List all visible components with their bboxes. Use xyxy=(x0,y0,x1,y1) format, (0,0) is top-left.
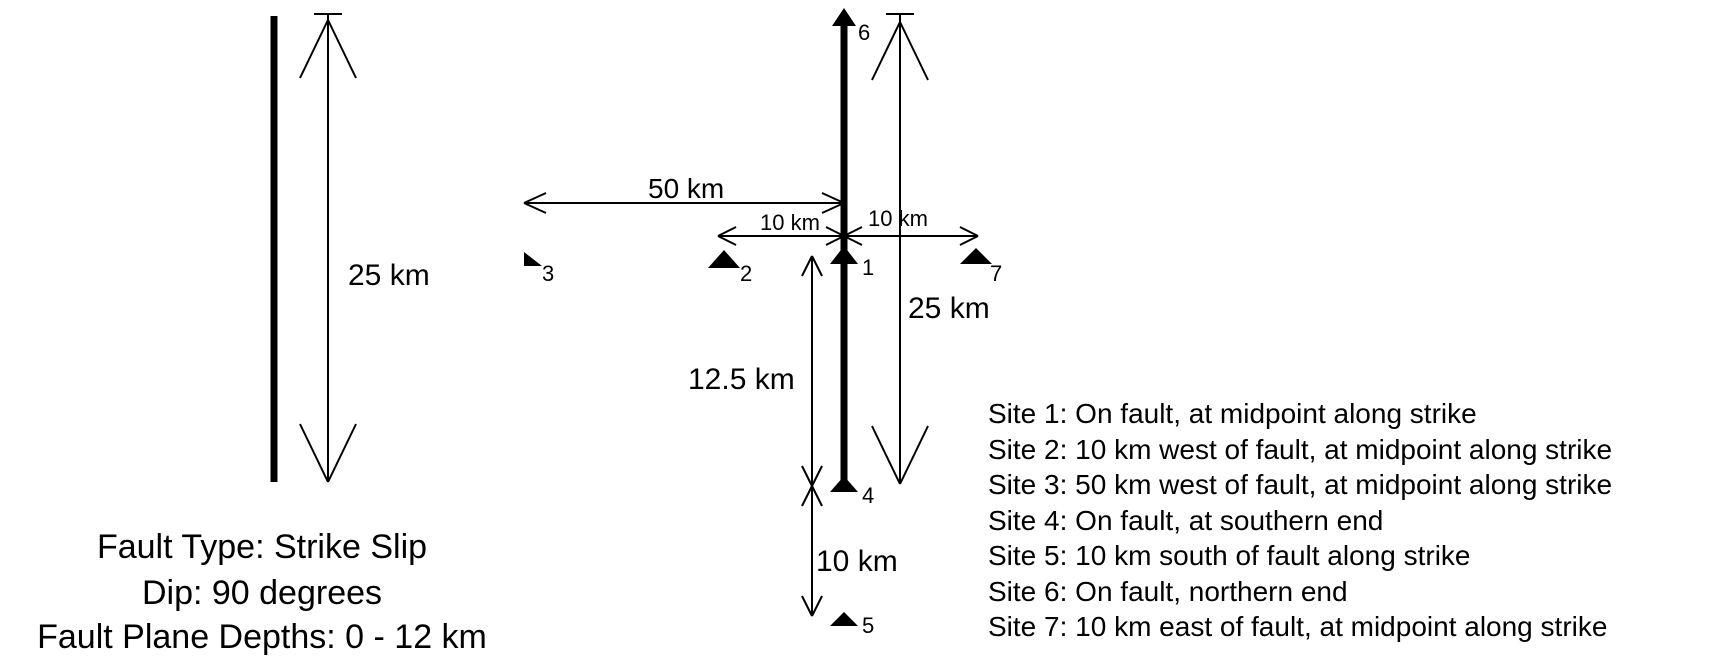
fault-type-line: Fault Type: Strike Slip xyxy=(97,528,427,566)
legend-site-4: Site 4: On fault, at southern end xyxy=(988,505,1383,536)
site-3-number: 3 xyxy=(542,261,554,286)
left-length-arrow xyxy=(299,13,357,483)
site-4-marker xyxy=(830,476,858,492)
site-5-marker xyxy=(830,612,858,626)
site-6-marker xyxy=(832,8,856,26)
fault-dip-line: Dip: 90 degrees xyxy=(142,574,382,612)
right-length-label: 25 km xyxy=(908,292,990,325)
west-far-arrow xyxy=(523,192,845,214)
east-near-label: 10 km xyxy=(868,206,928,231)
legend-site-2: Site 2: 10 km west of fault, at midpoint… xyxy=(988,434,1612,465)
site-2-marker xyxy=(708,250,740,268)
west-near-arrow xyxy=(717,226,845,246)
legend-site-7: Site 7: 10 km east of fault, at midpoint… xyxy=(988,611,1607,642)
left-length-label: 25 km xyxy=(348,259,430,292)
site-7-number: 7 xyxy=(990,261,1002,286)
west-far-label: 50 km xyxy=(648,173,724,204)
site-5-number: 5 xyxy=(862,613,874,638)
west-near-label: 10 km xyxy=(760,210,820,235)
right-length-arrow xyxy=(871,13,929,485)
site-1-number: 1 xyxy=(862,255,874,280)
south-offset-arrow xyxy=(801,485,823,617)
legend-site-3: Site 3: 50 km west of fault, at midpoint… xyxy=(988,469,1612,500)
legend-site-6: Site 6: On fault, northern end xyxy=(988,576,1348,607)
fault-info-block: Fault Type: Strike Slip Dip: 90 degrees … xyxy=(37,528,487,656)
site-3-marker xyxy=(524,252,542,266)
east-near-arrow xyxy=(843,226,979,246)
legend-site-1: Site 1: On fault, at midpoint along stri… xyxy=(988,398,1477,429)
half-length-arrow xyxy=(801,255,823,487)
fault-depth-line: Fault Plane Depths: 0 - 12 km xyxy=(37,618,487,656)
half-length-label: 12.5 km xyxy=(688,363,795,396)
site-2-number: 2 xyxy=(740,261,752,286)
site-6-number: 6 xyxy=(858,20,870,45)
site-1-marker xyxy=(830,246,858,264)
site-legend: Site 1: On fault, at midpoint along stri… xyxy=(988,398,1612,642)
site-4-number: 4 xyxy=(862,483,874,508)
site-7-marker xyxy=(960,248,992,264)
south-offset-label: 10 km xyxy=(816,545,898,578)
legend-site-5: Site 5: 10 km south of fault along strik… xyxy=(988,540,1470,571)
